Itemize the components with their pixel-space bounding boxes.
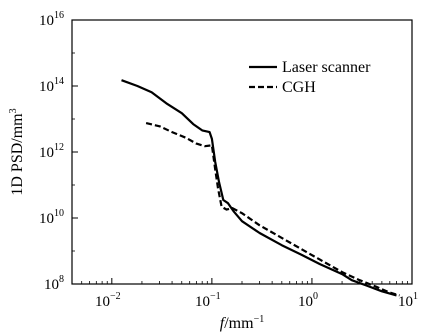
- x-axis-label: f/mm−1: [220, 314, 264, 332]
- series-layer: [121, 79, 400, 297]
- y-tick-label: 1014: [39, 76, 64, 95]
- y-axis-ticks: 108 1010 1012 1014 1016: [39, 10, 78, 293]
- legend-label: CGH: [282, 79, 316, 96]
- x-axis-label-text: /mm: [224, 315, 254, 332]
- y-axis-label-text: 1D PSD/mm: [9, 113, 26, 196]
- x-tick-label: 10−1: [195, 291, 221, 310]
- x-tick-label: 10−2: [95, 291, 121, 310]
- x-tick-label: 100: [298, 291, 318, 310]
- series-line-cgh: [145, 122, 400, 297]
- series-line-laser-scanner: [121, 79, 397, 297]
- y-axis-label: 1D PSD/mm3: [8, 108, 26, 195]
- y-tick-label: 1012: [39, 142, 64, 161]
- x-axis-ticks: 10−2 10−1 100 101: [71, 278, 418, 310]
- y-axis-label-exp: 3: [8, 108, 19, 113]
- y-tick-label: 1016: [39, 10, 64, 29]
- legend: Laser scanner CGH: [249, 59, 371, 96]
- y-tick-label: 1010: [39, 208, 64, 227]
- legend-label: Laser scanner: [282, 59, 371, 76]
- y-tick-label: 108: [44, 274, 64, 293]
- x-tick-label: 101: [398, 291, 418, 310]
- x-axis-label-exp: −1: [254, 314, 265, 325]
- x-axis-label-var: f: [220, 315, 227, 332]
